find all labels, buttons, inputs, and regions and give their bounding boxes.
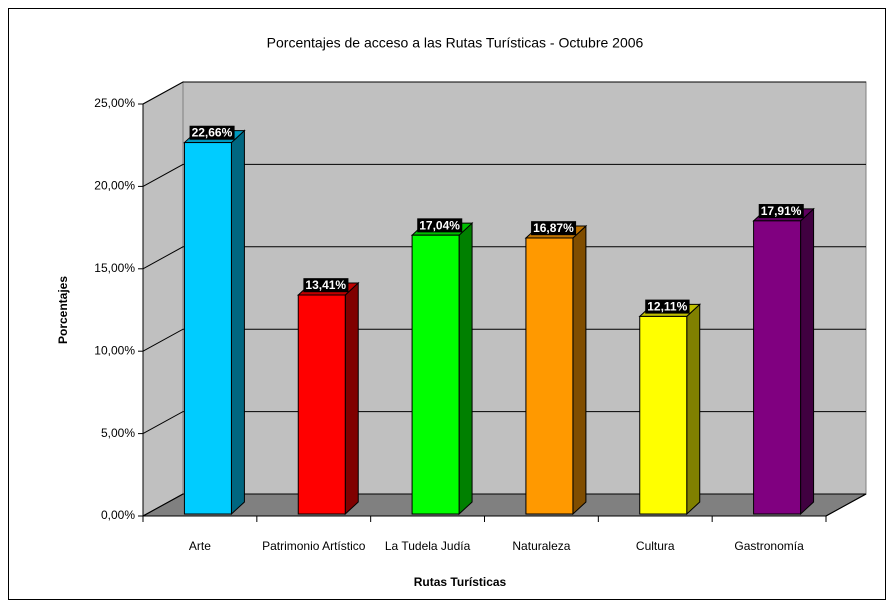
bar xyxy=(525,237,574,515)
x-tick-label: Cultura xyxy=(635,539,675,553)
y-tick-label: 25,00% xyxy=(94,96,135,110)
bar xyxy=(297,294,346,515)
bar-side xyxy=(686,303,701,516)
x-tick-label: Arte xyxy=(188,539,211,553)
grid-line xyxy=(142,81,866,105)
y-tick-label: 0,00% xyxy=(101,508,135,522)
value-label-box xyxy=(189,125,235,140)
value-label: 17,04% xyxy=(419,218,460,232)
bar-side xyxy=(344,281,359,516)
value-label: 22,66% xyxy=(192,126,233,140)
y-tick-label: 10,00% xyxy=(94,343,135,357)
value-label-box xyxy=(417,218,463,233)
grid-line xyxy=(142,163,866,187)
value-label-box xyxy=(303,278,349,293)
side-wall xyxy=(142,81,184,517)
x-tick-label: La Tudela Judía xyxy=(384,539,471,553)
y-tick-label: 5,00% xyxy=(101,426,135,440)
y-tick-label: 20,00% xyxy=(94,179,135,193)
grid-line xyxy=(142,493,866,517)
bar xyxy=(639,315,688,515)
bar-side xyxy=(800,207,815,516)
grid-line xyxy=(142,411,866,435)
x-tick-label: Gastronomía xyxy=(734,539,804,553)
x-tick-label: Patrimonio Artístico xyxy=(262,539,366,553)
value-label: 13,41% xyxy=(305,278,346,292)
x-axis-title: Rutas Turísticas xyxy=(414,575,507,589)
x-tick-label: Naturaleza xyxy=(512,539,571,553)
grid-line xyxy=(142,328,866,352)
bar-side xyxy=(572,224,587,516)
bar-side xyxy=(230,129,245,516)
value-label: 12,11% xyxy=(647,300,687,314)
value-label-box xyxy=(645,299,690,314)
value-label: 17,91% xyxy=(761,204,802,218)
x-axis-depth xyxy=(825,493,867,517)
bar xyxy=(411,234,460,515)
y-axis-title: Porcentajes xyxy=(56,276,70,344)
chart-title: Porcentajes de acceso a las Rutas Turíst… xyxy=(267,35,644,51)
value-label-box xyxy=(758,204,804,219)
value-label-box xyxy=(531,221,577,236)
bar xyxy=(753,220,802,515)
grid-line xyxy=(142,246,866,270)
value-label: 16,87% xyxy=(533,221,574,235)
bar-side xyxy=(458,222,473,516)
y-tick-label: 15,00% xyxy=(94,261,135,275)
bar xyxy=(183,142,232,515)
